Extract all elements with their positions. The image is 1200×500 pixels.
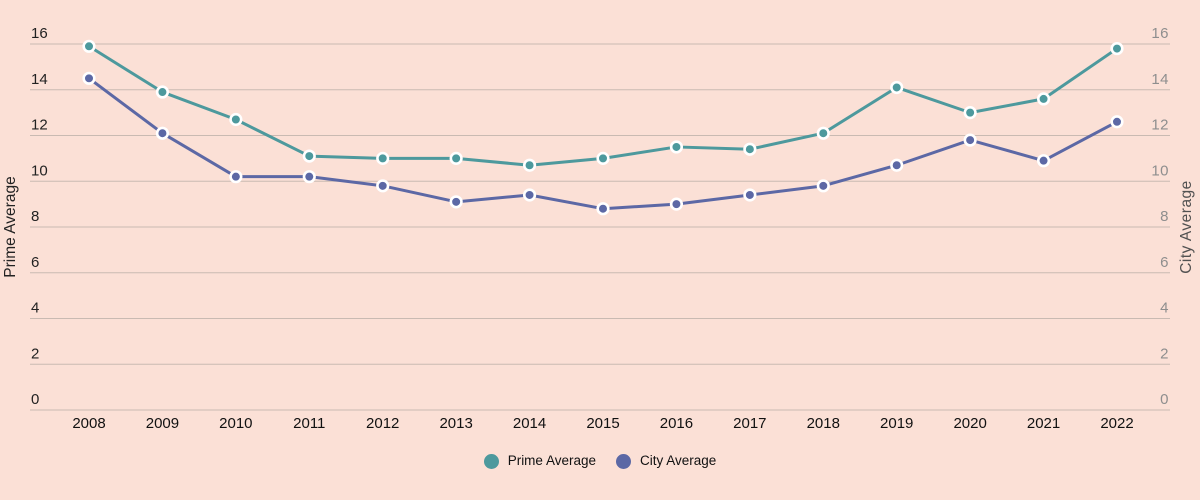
data-point-prime-average-2014[interactable] (522, 158, 537, 172)
data-point-city-average-2010[interactable] (229, 170, 243, 184)
y-tick-right-8: 8 (1160, 208, 1169, 225)
data-point-city-average-2017[interactable] (743, 188, 757, 202)
legend-marker-prime-average-icon (483, 453, 499, 469)
y-tick-right-16: 16 (1151, 25, 1169, 42)
x-tick-2021: 2021 (1027, 415, 1060, 432)
y-tick-right-4: 4 (1160, 300, 1169, 317)
x-tick-2018: 2018 (807, 415, 840, 432)
data-point-city-average-2022[interactable] (1110, 115, 1124, 129)
y-tick-left-6: 6 (31, 254, 39, 271)
legend-label-city-average: City Average (640, 453, 717, 469)
x-tick-2011: 2011 (293, 415, 325, 432)
data-point-prime-average-2011[interactable] (302, 149, 316, 163)
y-tick-left-0: 0 (31, 391, 39, 408)
y-tick-right-6: 6 (1160, 254, 1169, 271)
data-point-city-average-2012[interactable] (376, 179, 390, 193)
data-point-prime-average-2009[interactable] (155, 85, 170, 99)
data-point-prime-average-2022[interactable] (1110, 41, 1124, 56)
data-point-prime-average-2012[interactable] (376, 151, 390, 165)
x-tick-2012: 2012 (366, 415, 399, 432)
y-tick-left-12: 12 (31, 117, 48, 134)
data-point-city-average-2018[interactable] (816, 179, 830, 193)
x-tick-2008: 2008 (72, 415, 105, 432)
data-point-prime-average-2015[interactable] (596, 151, 610, 165)
y-tick-right-14: 14 (1151, 71, 1169, 88)
data-point-city-average-2014[interactable] (522, 188, 537, 202)
data-point-city-average-2020[interactable] (963, 133, 977, 147)
data-point-prime-average-2019[interactable] (890, 80, 904, 95)
legend-item-prime-average[interactable]: Prime Average (483, 453, 596, 469)
series-line-prime-average (87, 44, 1119, 167)
x-tick-2009: 2009 (146, 415, 179, 432)
data-point-prime-average-2021[interactable] (1036, 92, 1051, 106)
y-tick-left-14: 14 (31, 71, 48, 88)
data-point-city-average-2019[interactable] (890, 158, 904, 172)
x-tick-2010: 2010 (219, 415, 252, 432)
x-tick-2017: 2017 (733, 415, 766, 432)
y-tick-right-10: 10 (1151, 162, 1169, 179)
y-tick-left-8: 8 (31, 208, 39, 225)
y-tick-left-4: 4 (31, 300, 39, 317)
data-point-city-average-2015[interactable] (596, 202, 610, 216)
data-point-prime-average-2013[interactable] (449, 151, 463, 165)
y-tick-right-2: 2 (1160, 345, 1169, 362)
data-point-city-average-2016[interactable] (669, 197, 684, 211)
data-point-prime-average-2008[interactable] (82, 39, 96, 53)
y-axis-title-left: Prime Average (2, 176, 19, 277)
data-point-prime-average-2010[interactable] (229, 112, 243, 127)
x-tick-2015: 2015 (586, 415, 619, 432)
x-tick-2020: 2020 (953, 415, 986, 432)
x-tick-2014: 2014 (513, 415, 546, 432)
legend-marker-city-average-icon (616, 453, 631, 469)
y-tick-right-12: 12 (1151, 117, 1169, 134)
y-tick-left-10: 10 (31, 162, 48, 179)
y-axis-title-right: City Average (1178, 180, 1195, 274)
data-point-city-average-2009[interactable] (155, 126, 170, 140)
series-line-city-average (87, 76, 1119, 211)
data-point-prime-average-2017[interactable] (743, 142, 757, 156)
legend-label-prime-average: Prime Average (507, 453, 596, 469)
legend: Prime Average City Average (0, 440, 1200, 482)
data-point-prime-average-2020[interactable] (963, 106, 977, 120)
legend-item-city-average[interactable]: City Average (616, 453, 717, 469)
data-point-city-average-2011[interactable] (302, 170, 316, 184)
x-tick-2019: 2019 (880, 415, 913, 432)
y-tick-right-0: 0 (1160, 391, 1169, 408)
data-point-city-average-2008[interactable] (82, 71, 96, 85)
data-point-prime-average-2016[interactable] (669, 140, 684, 154)
data-point-city-average-2021[interactable] (1036, 154, 1051, 168)
y-tick-left-2: 2 (31, 345, 39, 362)
x-tick-2022: 2022 (1100, 415, 1133, 432)
x-tick-2013: 2013 (439, 415, 472, 432)
x-tick-2016: 2016 (660, 415, 693, 432)
y-tick-left-16: 16 (31, 25, 48, 42)
line-chart: 0 0 2 2 4 4 6 6 8 8 10 10 12 12 14 14 16 16 2008 2009 2010 20… (2, 25, 1195, 432)
data-point-city-average-2013[interactable] (449, 195, 463, 209)
data-point-prime-average-2018[interactable] (816, 126, 830, 140)
